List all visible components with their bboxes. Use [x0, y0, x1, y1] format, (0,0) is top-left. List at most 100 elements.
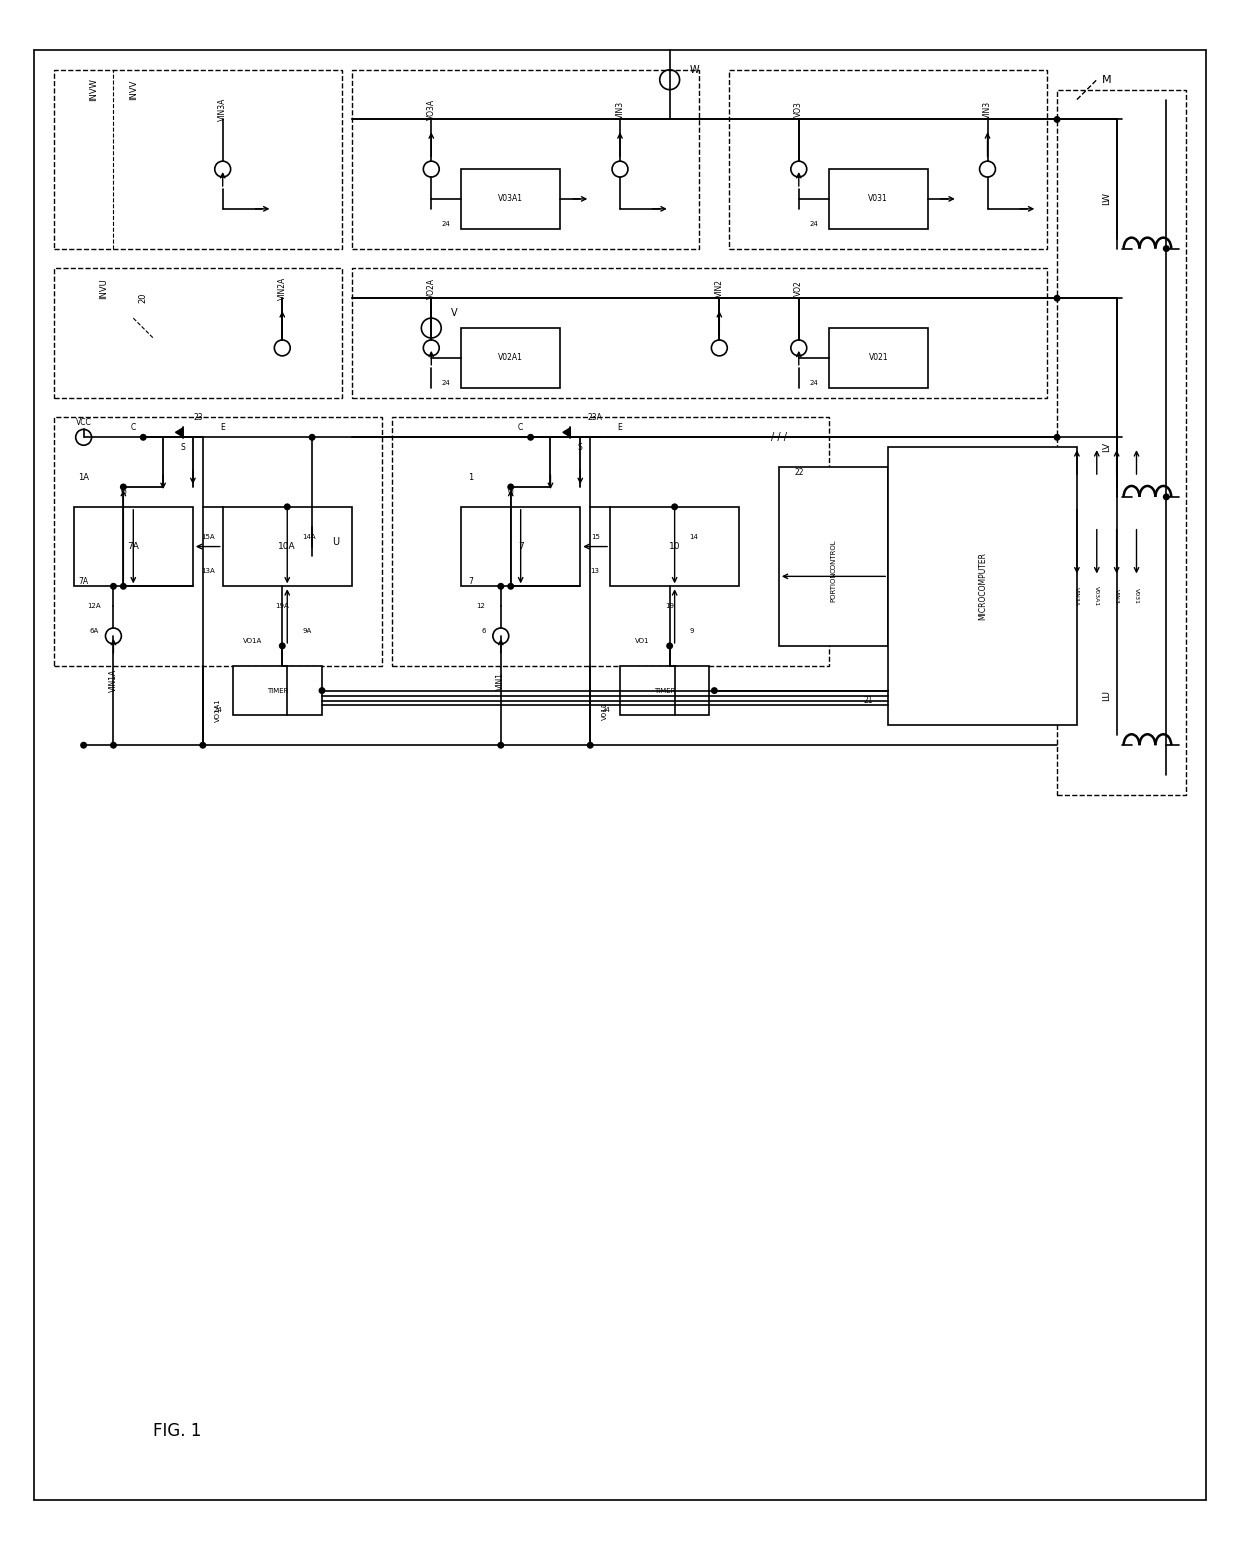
Text: 9: 9	[689, 628, 694, 634]
Bar	[828, 169, 928, 229]
Text: 14A: 14A	[303, 533, 316, 540]
Text: VCC: VCC	[76, 418, 92, 428]
Text: 10A: 10A	[279, 543, 296, 550]
Text: VIN1: VIN1	[496, 672, 506, 690]
Text: M: M	[1102, 75, 1111, 84]
Text: 24: 24	[601, 708, 610, 714]
Circle shape	[507, 484, 515, 490]
Circle shape	[980, 162, 996, 177]
Text: V: V	[451, 308, 458, 319]
Circle shape	[422, 319, 441, 337]
Text: V02A1: V02A1	[498, 353, 523, 362]
Text: FIG. 1: FIG. 1	[154, 1421, 202, 1440]
Circle shape	[110, 742, 117, 748]
Circle shape	[497, 742, 505, 748]
Text: C: C	[130, 423, 136, 432]
Circle shape	[1054, 434, 1060, 440]
Circle shape	[105, 628, 122, 644]
Text: 9A: 9A	[303, 628, 311, 634]
Text: TIMER: TIMER	[653, 687, 676, 694]
Text: 10: 10	[668, 543, 681, 550]
Text: G: G	[508, 487, 513, 496]
Circle shape	[497, 583, 505, 589]
Text: VIN3A: VIN3A	[218, 98, 227, 121]
Bar	[828, 328, 928, 387]
Text: 15: 15	[590, 533, 600, 540]
Text: 23: 23	[193, 414, 202, 421]
Circle shape	[1163, 493, 1169, 501]
Bar	[392, 417, 828, 666]
Circle shape	[120, 484, 126, 490]
Circle shape	[791, 341, 807, 356]
Text: 6A: 6A	[89, 628, 98, 634]
Circle shape	[671, 504, 678, 510]
Text: V031: V031	[1135, 588, 1140, 605]
Text: V011: V011	[603, 701, 608, 720]
Bar	[729, 70, 1047, 249]
Text: 1A: 1A	[78, 473, 89, 482]
Bar	[1056, 90, 1187, 795]
Text: C: C	[518, 423, 523, 432]
Text: 24: 24	[810, 221, 818, 227]
Text: INVW: INVW	[89, 78, 98, 101]
Bar	[53, 269, 342, 398]
Text: V021: V021	[868, 353, 888, 362]
Text: 12: 12	[476, 603, 485, 610]
Text: VIN3A: VIN3A	[1074, 586, 1079, 606]
Circle shape	[423, 162, 439, 177]
Circle shape	[215, 162, 231, 177]
Text: / / /: / / /	[771, 432, 787, 442]
Circle shape	[319, 687, 325, 694]
Text: VO1A: VO1A	[243, 638, 263, 644]
Circle shape	[140, 434, 146, 440]
Circle shape	[527, 434, 534, 440]
Text: V031: V031	[868, 194, 888, 204]
Text: W: W	[689, 65, 699, 75]
Circle shape	[660, 70, 680, 90]
Text: G: G	[120, 487, 126, 496]
Circle shape	[712, 341, 728, 356]
Text: S: S	[578, 443, 583, 453]
Text: VIN3: VIN3	[983, 101, 992, 118]
Circle shape	[303, 546, 322, 566]
Bar	[461, 328, 560, 387]
Text: INVV: INVV	[129, 79, 138, 100]
Text: 15A: 15A	[201, 533, 215, 540]
Bar	[73, 507, 193, 586]
Bar	[53, 417, 382, 666]
Text: MICROCOMPUTER: MICROCOMPUTER	[978, 552, 987, 620]
Text: 24: 24	[215, 708, 223, 714]
Bar	[352, 70, 699, 249]
Text: 7: 7	[518, 543, 523, 550]
Bar	[888, 448, 1076, 725]
Text: VO3A: VO3A	[427, 100, 435, 120]
Text: 24: 24	[810, 379, 818, 386]
Text: INVU: INVU	[99, 278, 108, 299]
Text: VIN3: VIN3	[1114, 589, 1120, 603]
Circle shape	[279, 642, 285, 650]
Circle shape	[200, 742, 206, 748]
Text: 20: 20	[139, 292, 148, 303]
Text: 23A: 23A	[588, 414, 603, 421]
Text: VO1A1: VO1A1	[215, 698, 221, 723]
Text: S: S	[181, 443, 185, 453]
Text: VO3: VO3	[795, 101, 804, 118]
Circle shape	[81, 742, 87, 748]
Circle shape	[587, 742, 594, 748]
Text: LV: LV	[1102, 442, 1111, 453]
Text: VO1: VO1	[635, 638, 650, 644]
Text: 13: 13	[590, 569, 600, 574]
Polygon shape	[176, 428, 184, 437]
Text: VO2: VO2	[795, 280, 804, 295]
Text: 14: 14	[689, 533, 698, 540]
Text: 12A: 12A	[87, 603, 100, 610]
Text: 13A: 13A	[201, 569, 215, 574]
Text: VIN3: VIN3	[615, 101, 625, 118]
Circle shape	[1054, 117, 1060, 123]
Text: VO2A: VO2A	[427, 278, 435, 299]
Bar	[53, 70, 342, 249]
Circle shape	[423, 341, 439, 356]
Text: LU: LU	[1102, 690, 1111, 701]
Text: 7A: 7A	[128, 543, 139, 550]
Text: 19A: 19A	[275, 603, 289, 610]
